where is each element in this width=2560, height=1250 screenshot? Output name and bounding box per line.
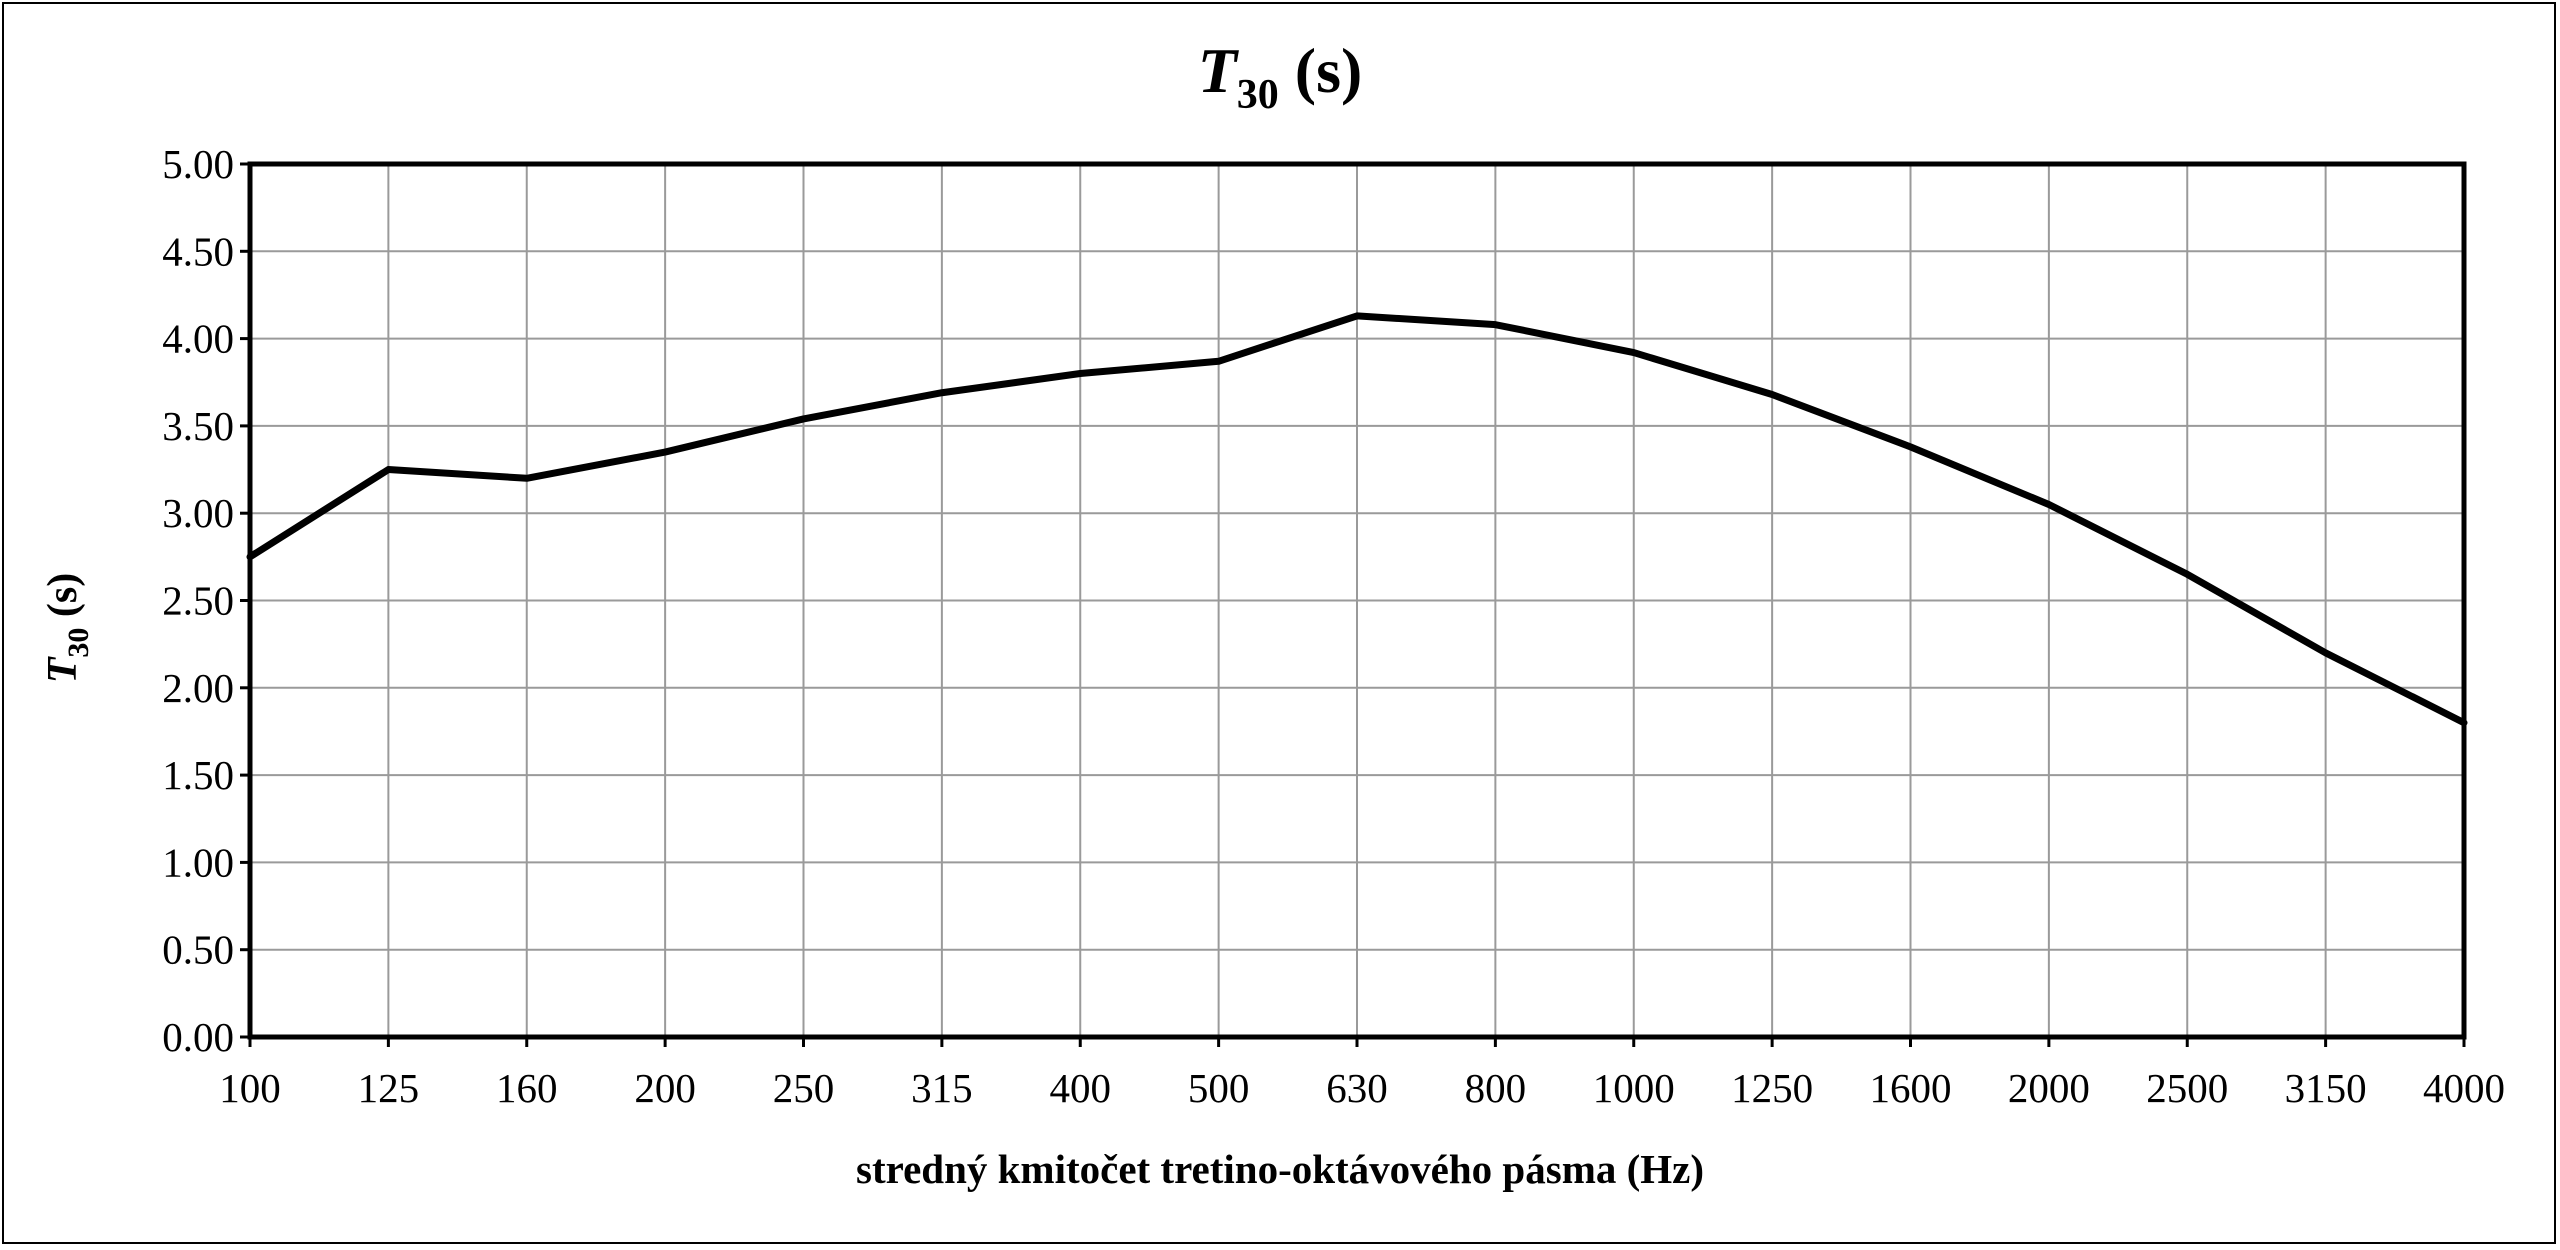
chart-title: T30 (s): [1198, 35, 1363, 118]
x-tick-label: 4000: [2423, 1065, 2505, 1111]
x-tick-label: 125: [358, 1065, 420, 1111]
label-layer: 0.00 0.50 1.00 1.50 2.00 2.50 3.00 3.50 4.00 4.50…: [162, 141, 2505, 1111]
x-tick-label: 3150: [2285, 1065, 2367, 1111]
x-tick-label: 2000: [2008, 1065, 2090, 1111]
series-layer: [246, 312, 2468, 727]
y-tick-label: 3.50: [162, 403, 234, 449]
x-tick-label: 400: [1050, 1065, 1112, 1111]
grid-layer: [250, 164, 2464, 1037]
y-axis-label-rest: (s): [40, 573, 86, 628]
x-tick-label: 630: [1326, 1065, 1388, 1111]
x-tick-label: 1600: [1870, 1065, 1952, 1111]
y-tick-label: 0.50: [162, 927, 234, 973]
chart-title-main: T: [1198, 35, 1240, 106]
y-axis-label-sub: 30: [62, 628, 95, 658]
y-axis-label-main: T: [40, 655, 86, 683]
x-axis-label: stredný kmitočet tretino-oktávového pásm…: [856, 1146, 1704, 1192]
y-tick-label: 2.50: [162, 578, 234, 624]
x-tick-label: 100: [219, 1065, 281, 1111]
y-axis-label: T30 (s): [40, 573, 95, 683]
x-tick-label: 800: [1465, 1065, 1527, 1111]
x-tick-label: 315: [911, 1065, 973, 1111]
y-tick-label: 4.50: [162, 228, 234, 274]
y-tick-label: 1.00: [162, 839, 234, 885]
y-tick-label: 5.00: [162, 141, 234, 187]
tick-layer: [240, 162, 2466, 1047]
y-tick-label: 2.00: [162, 665, 234, 711]
x-tick-label: 500: [1188, 1065, 1250, 1111]
x-tick-label: 1000: [1593, 1065, 1675, 1111]
x-tick-label: 200: [634, 1065, 696, 1111]
x-tick-label: 160: [496, 1065, 558, 1111]
y-tick-label: 3.00: [162, 490, 234, 536]
chart-title-sub: 30: [1237, 72, 1279, 118]
x-tick-label: 1250: [1731, 1065, 1813, 1111]
x-tick-label: 250: [773, 1065, 835, 1111]
chart-title-rest: (s): [1279, 35, 1363, 106]
series-line: [246, 312, 2468, 727]
y-tick-label: 4.00: [162, 316, 234, 362]
x-tick-label: 2500: [2146, 1065, 2228, 1111]
y-tick-label: 1.50: [162, 752, 234, 798]
y-tick-label: 0.00: [162, 1014, 234, 1060]
